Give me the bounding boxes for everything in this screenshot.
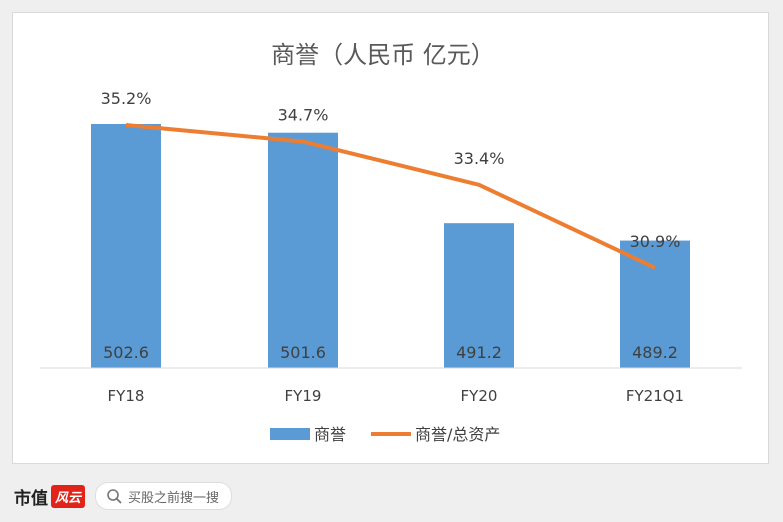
legend-bar-swatch	[270, 428, 310, 440]
bar-value-label: 489.2	[632, 343, 678, 362]
goodwill-chart: 商誉（人民币 亿元） 502.6 501.6 491.2 489.2 35.2% 34.…	[40, 41, 742, 444]
search-placeholder: 买股之前搜一搜	[128, 490, 220, 506]
brand-badge: 风云	[51, 484, 86, 508]
legend-bar-label: 商誉	[314, 425, 346, 444]
bar-FY19	[268, 132, 338, 368]
ratio-label: 33.4%	[454, 149, 505, 168]
ratio-line	[125, 123, 656, 270]
bar-value-label: 501.6	[280, 343, 326, 362]
search-icon	[107, 489, 122, 504]
ratio-label: 30.9%	[630, 232, 681, 251]
bar-value-label: 502.6	[103, 343, 149, 362]
bar-FY20	[444, 223, 514, 368]
brand-logo: 市值 风云	[14, 484, 86, 509]
search-box[interactable]: 买股之前搜一搜	[95, 482, 233, 510]
ratio-label: 34.7%	[278, 106, 329, 125]
x-tick-label: FY18	[108, 387, 145, 405]
chart-title: 商誉（人民币 亿元）	[271, 41, 495, 69]
x-tick-label: FY20	[461, 387, 498, 405]
bar-value-label: 491.2	[456, 343, 502, 362]
x-tick-label: FY19	[285, 387, 322, 405]
x-tick-label: FY21Q1	[626, 387, 684, 405]
bar-FY18	[91, 124, 161, 368]
bar-FY21Q1	[620, 240, 690, 368]
footer-bar: 市值 风云 买股之前搜一搜	[0, 470, 783, 522]
ratio-label: 35.2%	[101, 89, 152, 108]
brand-name: 市值	[14, 488, 48, 509]
legend-line-label: 商誉/总资产	[415, 425, 500, 444]
